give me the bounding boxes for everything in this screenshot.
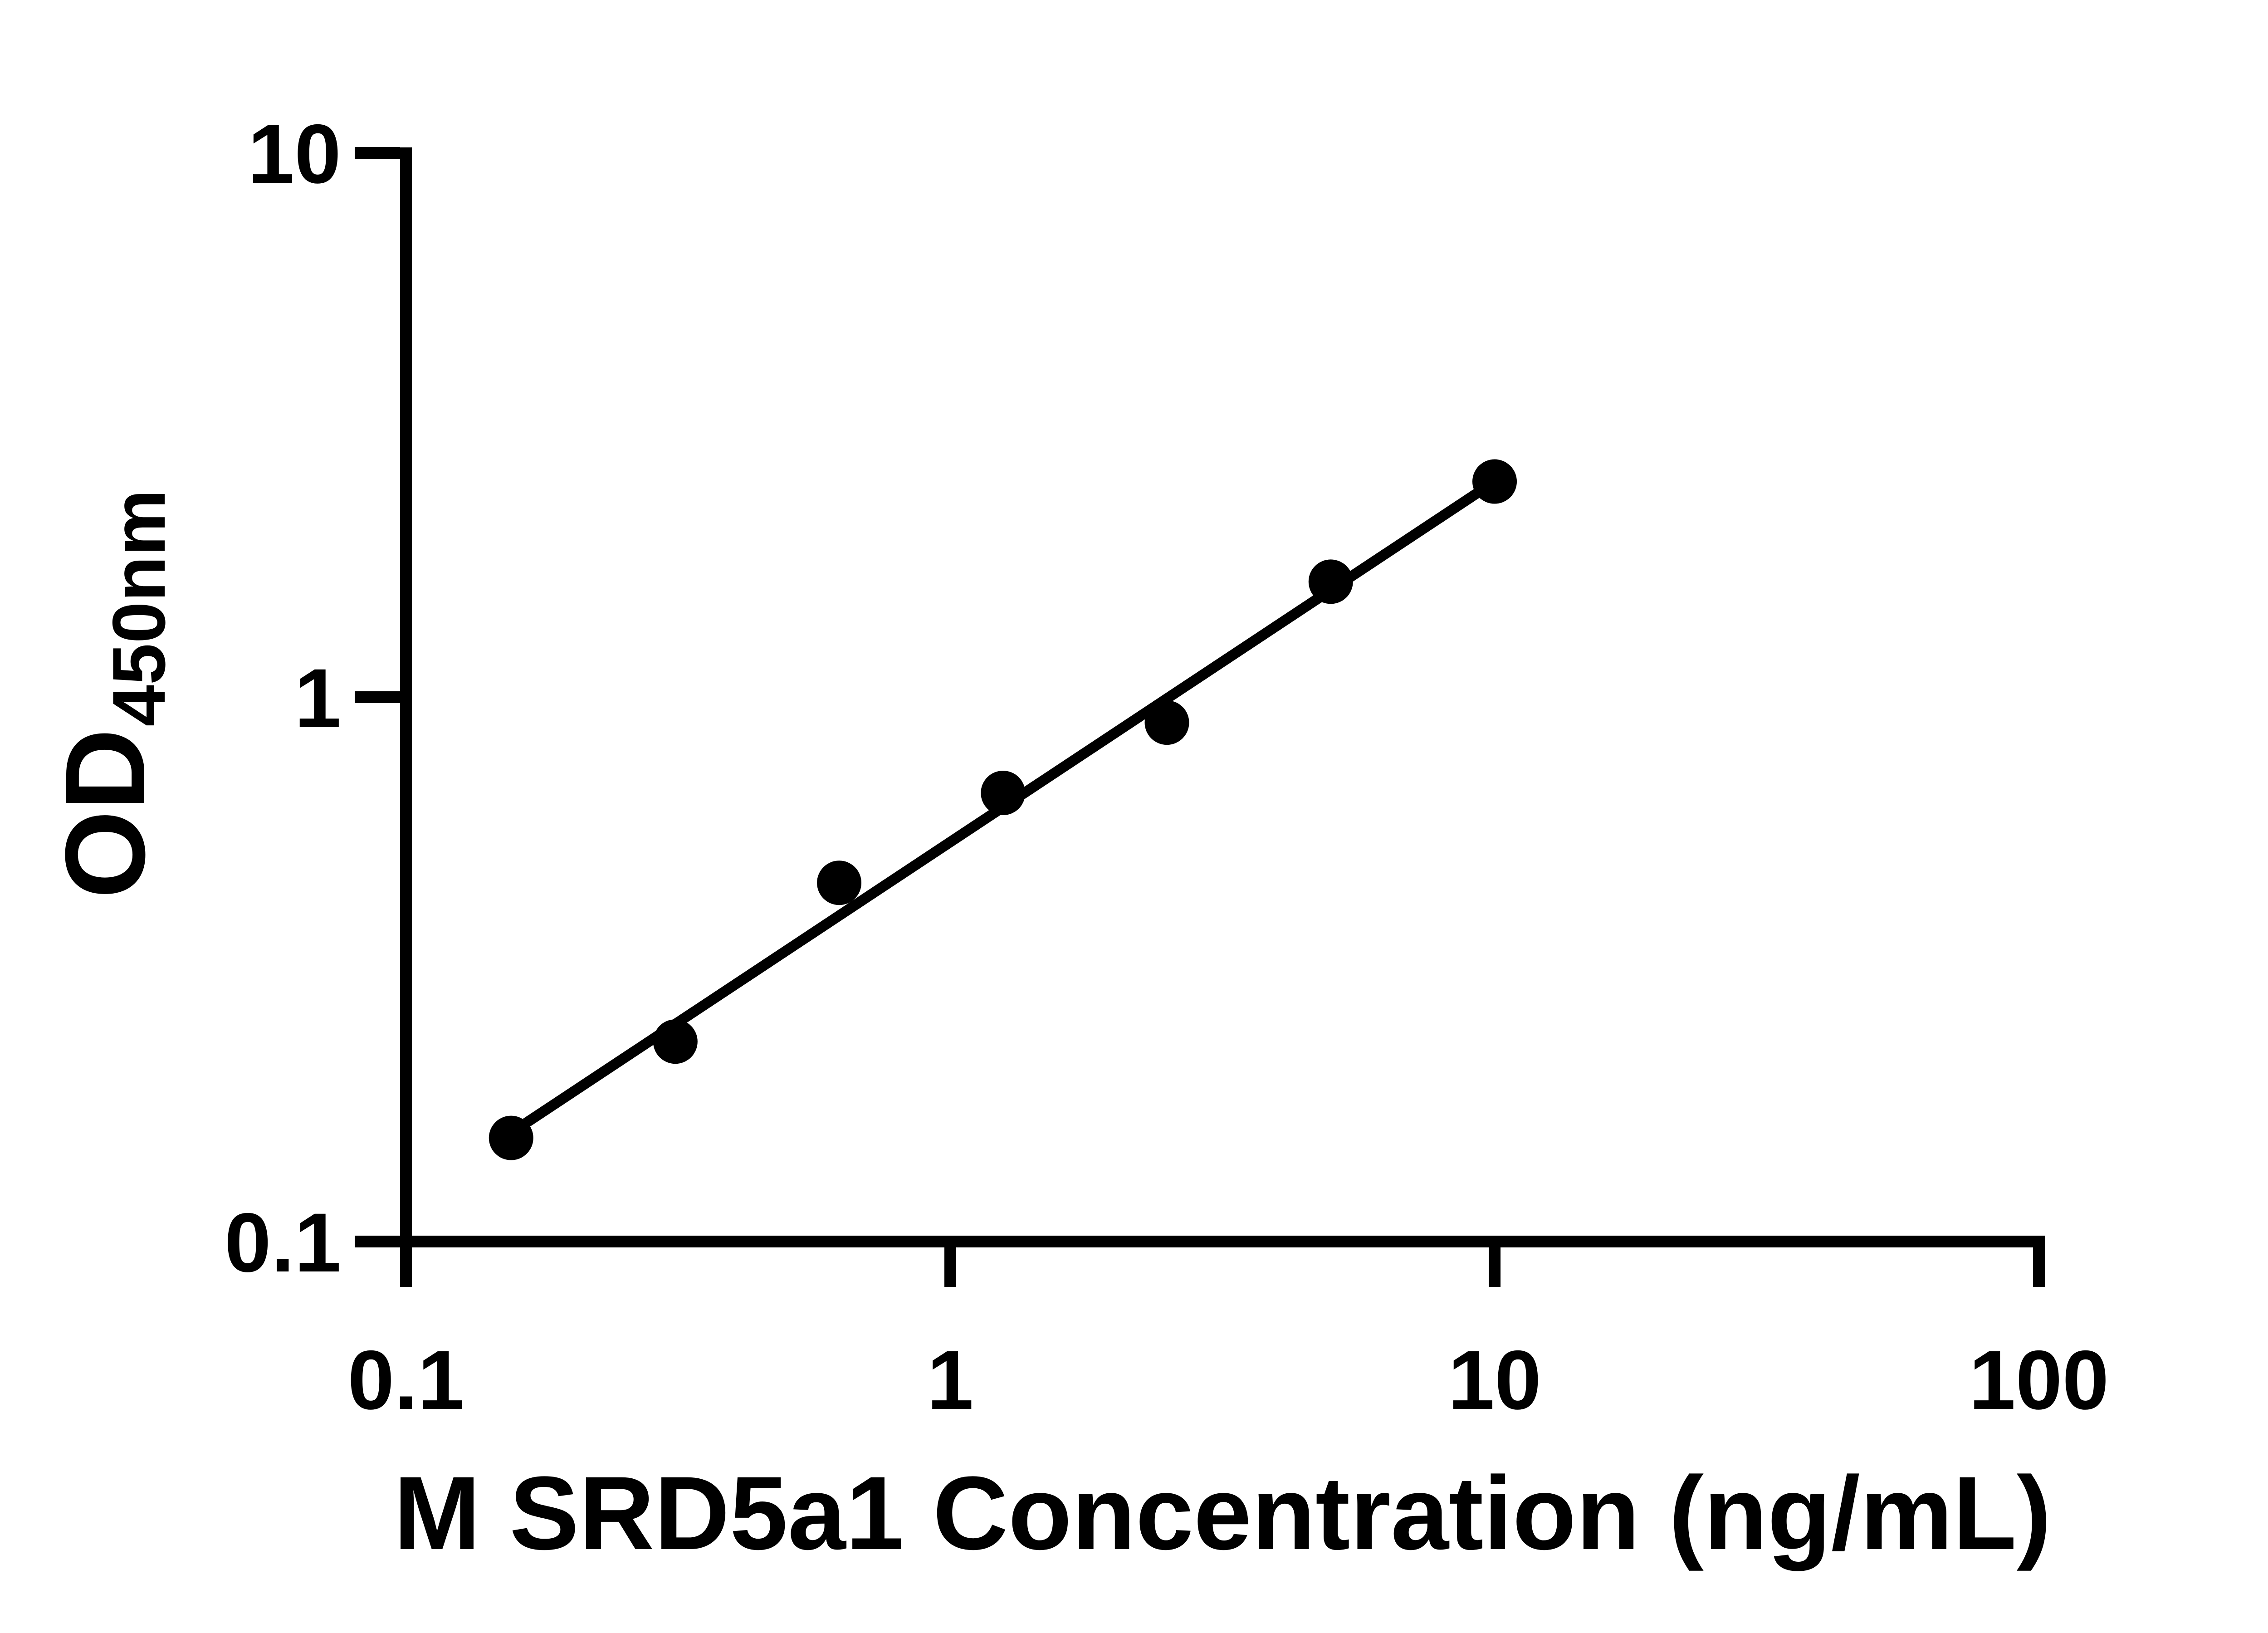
x-tick — [400, 1242, 412, 1287]
data-layer — [489, 459, 1517, 1160]
x-tick — [1489, 1242, 1501, 1287]
data-point — [1308, 559, 1353, 604]
x-tick-label: 0.1 — [347, 1334, 464, 1427]
y-axis-title-subscript: 450nm — [97, 489, 181, 727]
y-axis-title-main: OD — [42, 728, 168, 899]
x-tick-label: 100 — [1969, 1334, 2109, 1427]
y-tick-label: 10 — [248, 108, 341, 201]
y-axis-line — [400, 147, 412, 1247]
y-tick — [355, 691, 400, 703]
data-point — [653, 1019, 698, 1064]
tick-label-layer: 0.1 1 10 100 10 1 0.1 — [225, 108, 2109, 1427]
tick-layer — [355, 147, 2045, 1287]
x-axis-line — [400, 1236, 2045, 1247]
y-axis-title: OD 450nm — [42, 489, 181, 899]
data-point — [981, 771, 1026, 816]
x-tick — [2033, 1242, 2045, 1287]
y-tick — [355, 1236, 400, 1247]
x-tick — [944, 1242, 956, 1287]
data-point — [1472, 459, 1517, 504]
y-tick-label: 0.1 — [225, 1196, 341, 1290]
y-tick-label: 1 — [294, 652, 341, 745]
x-tick-label: 1 — [927, 1334, 974, 1427]
axes-layer — [400, 147, 2045, 1247]
x-tick-label: 10 — [1448, 1334, 1541, 1427]
y-tick — [355, 147, 400, 159]
data-point — [1144, 700, 1189, 745]
data-point — [817, 861, 862, 905]
x-axis-title: M SRD5a1 Concentration (ng/mL) — [394, 1455, 2052, 1571]
data-point — [489, 1115, 533, 1160]
